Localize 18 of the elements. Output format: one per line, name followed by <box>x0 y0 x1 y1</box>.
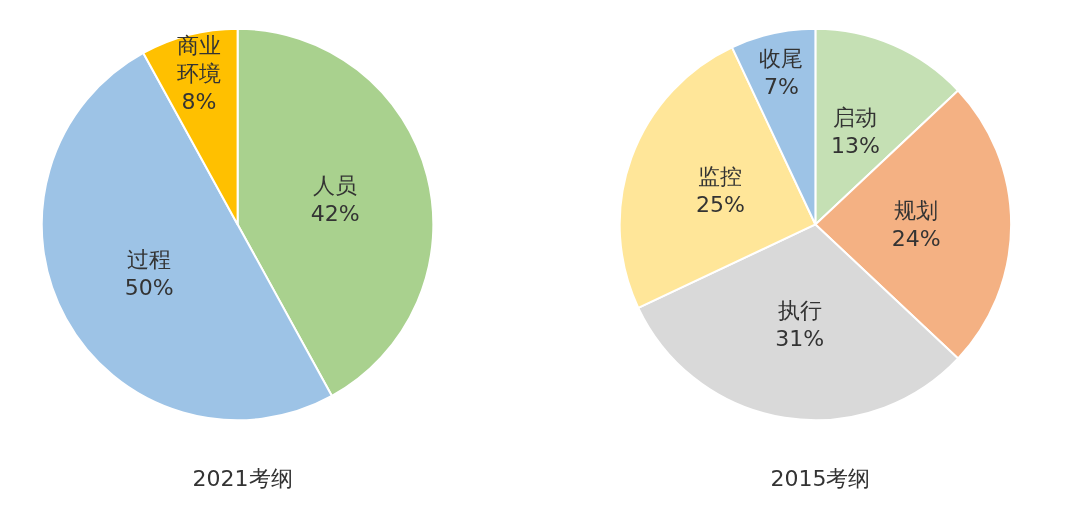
data-label: 8% <box>181 88 217 114</box>
data-label: 31% <box>775 325 825 351</box>
data-label: 7% <box>763 73 799 99</box>
data-label: 25% <box>696 191 745 217</box>
slice-label: 商业环境 <box>176 32 221 86</box>
data-label: 13% <box>831 133 880 159</box>
data-label: 42% <box>310 200 360 226</box>
slice-label: 规划 <box>894 197 939 223</box>
slice-label: 启动 <box>833 105 878 131</box>
text: 2021考纲 <box>192 465 293 491</box>
data-label: 24% <box>891 225 941 251</box>
text: 2015考纲 <box>770 465 871 491</box>
slice-label: 收尾 <box>759 45 804 71</box>
slice-label: 监控 <box>698 163 743 189</box>
slice-label: 过程 <box>127 246 172 272</box>
slice-label: 人员 <box>313 172 358 198</box>
data-label: 50% <box>124 274 174 300</box>
slice-label: 执行 <box>777 297 822 323</box>
